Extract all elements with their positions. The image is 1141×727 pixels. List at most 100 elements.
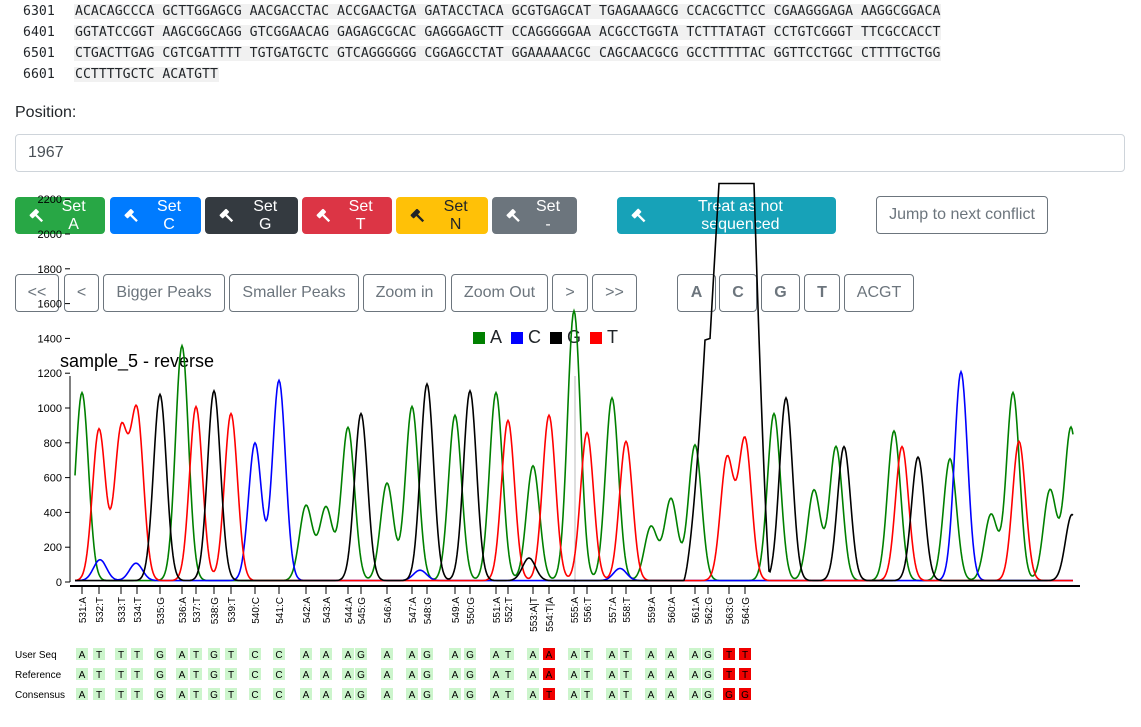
track-base: T (505, 670, 511, 681)
track-cell (190, 688, 202, 700)
x-tick-label: 548:G (423, 597, 434, 624)
jump-to-next-conflict-button[interactable]: Jump to next conflict (876, 196, 1048, 234)
track-base: C (275, 690, 282, 701)
track-cell (723, 648, 735, 660)
track-cell (320, 688, 332, 700)
set-a-button[interactable]: Set A (15, 197, 105, 234)
track-cell (300, 668, 312, 680)
legend-swatch (511, 331, 524, 344)
next-button[interactable]: > (552, 274, 588, 312)
legend-swatch (550, 331, 563, 344)
x-tick-label: 543:A (322, 597, 333, 623)
x-tick-label: 552:T (504, 597, 515, 623)
show-a-button[interactable]: A (677, 274, 716, 312)
show-t-button[interactable]: T (804, 274, 840, 312)
track-cell (581, 688, 593, 700)
track-cell (249, 648, 261, 660)
x-tick-label: 554:T|A (545, 597, 556, 632)
track-base: A (546, 670, 553, 681)
last-button[interactable]: >> (592, 274, 637, 312)
track-base: T (228, 670, 234, 681)
track-cell (620, 668, 632, 680)
track-base: A (303, 670, 310, 681)
track-base: A (452, 650, 459, 661)
track-base: G (704, 650, 712, 661)
track-cell (76, 648, 88, 660)
track-cell (273, 688, 285, 700)
track-base: T (726, 650, 732, 661)
track-cell (76, 688, 88, 700)
set-gap-button[interactable]: Set - (492, 197, 577, 234)
track-base: A (79, 670, 86, 681)
hammer-icon (219, 208, 234, 222)
track-cell (355, 668, 367, 680)
track-base: A (303, 650, 310, 661)
track-base: A (493, 670, 500, 681)
track-cell (464, 688, 476, 700)
track-cell (249, 668, 261, 680)
track-base: A (668, 650, 675, 661)
set-c-button[interactable]: Set C (110, 197, 201, 234)
trace-g (75, 182, 1074, 582)
track-cell (543, 668, 555, 680)
legend-item-g: G (550, 327, 581, 348)
sequence-line-text: GGTATCCGGT AAGCGGCAGG GTCGGAACAG GAGAGCG… (74, 25, 942, 40)
x-tick-label: 542:A (302, 597, 313, 623)
smaller-peaks-button[interactable]: Smaller Peaks (229, 274, 359, 312)
track-cell (355, 648, 367, 660)
track-cell (131, 668, 143, 680)
position-input[interactable] (15, 134, 1125, 172)
track-cell (739, 648, 751, 660)
track-cell (665, 688, 677, 700)
set-n-button[interactable]: Set N (396, 197, 488, 234)
track-base: A (323, 690, 330, 701)
y-tick-label: 1200 (38, 368, 62, 380)
y-tick-label: 0 (56, 577, 62, 589)
track-base: C (275, 650, 282, 661)
track-base: T (96, 650, 102, 661)
prev-button[interactable]: < (64, 274, 99, 312)
track-cell (645, 648, 657, 660)
button-label: Set - (536, 197, 561, 233)
track-cell (568, 668, 580, 680)
track-base: T (546, 690, 552, 701)
x-tick-label: 557:A (608, 597, 619, 623)
show-acgt-button[interactable]: ACGT (844, 274, 914, 312)
track-cell (581, 668, 593, 680)
track-base: A (493, 690, 500, 701)
zoom-out-button[interactable]: Zoom Out (451, 274, 548, 312)
show-c-button[interactable]: C (719, 274, 757, 312)
track-base: G (357, 690, 365, 701)
track-cell (225, 688, 237, 700)
track-base: A (648, 690, 655, 701)
button-label: Set G (253, 197, 278, 233)
bigger-peaks-button[interactable]: Bigger Peaks (103, 274, 225, 312)
hammer-icon (29, 208, 44, 222)
track-cell (449, 688, 461, 700)
track-cell (606, 648, 618, 660)
track-cell (702, 688, 714, 700)
hammer-icon (631, 208, 646, 222)
button-label: Set C (157, 197, 182, 233)
track-cell (273, 668, 285, 680)
x-tick-label: 537:T (192, 597, 203, 623)
x-tick-label: 555:A (570, 597, 581, 623)
track-cell (320, 668, 332, 680)
zoom-in-button[interactable]: Zoom in (363, 274, 446, 312)
track-cell (606, 688, 618, 700)
set-g-button[interactable]: Set G (205, 197, 298, 234)
treat-not-sequenced-button[interactable]: Treat as not sequenced (617, 197, 836, 234)
track-base: A (323, 670, 330, 681)
track-base: C (251, 690, 258, 701)
first-button[interactable]: << (15, 274, 59, 312)
track-base: T (505, 650, 511, 661)
track-base: G (466, 650, 474, 661)
trace-t (74, 403, 1073, 582)
set-t-button[interactable]: Set T (302, 197, 392, 234)
x-tick-label: 549:A (451, 597, 462, 623)
track-cell (115, 688, 127, 700)
show-g-button[interactable]: G (761, 274, 800, 312)
track-base: A (648, 670, 655, 681)
track-base: A (668, 690, 675, 701)
